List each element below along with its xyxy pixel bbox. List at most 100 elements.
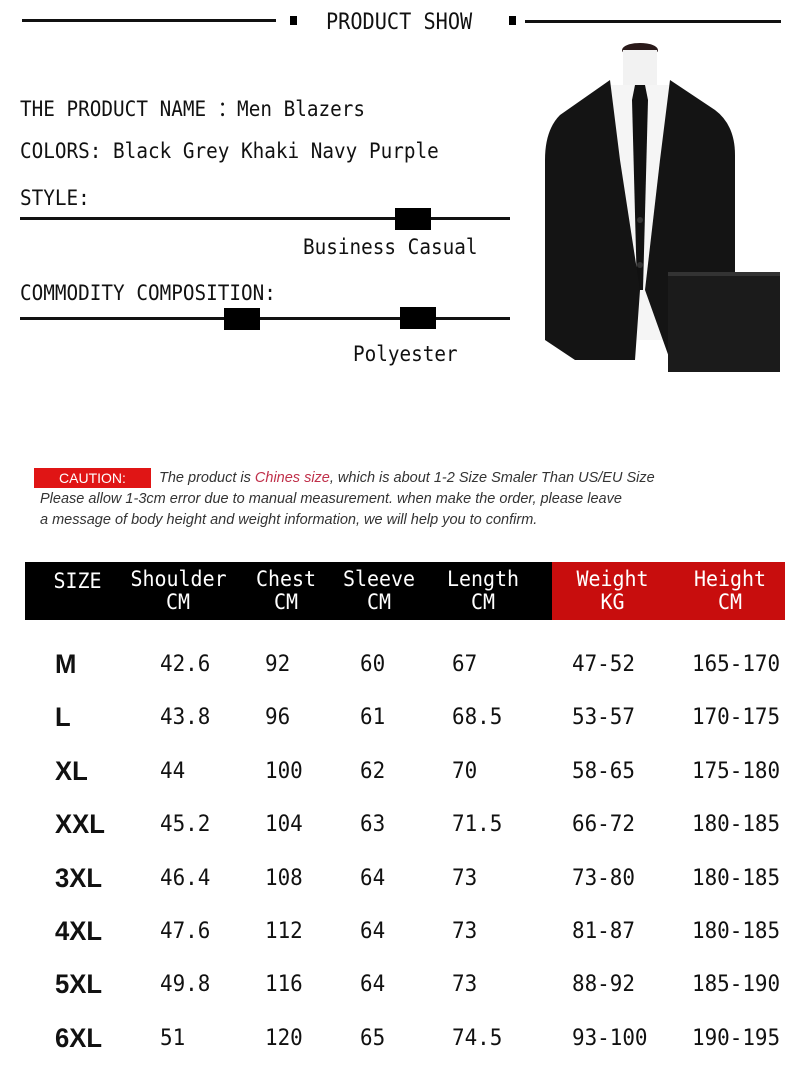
table-cell: 96 [265, 705, 291, 731]
table-cell: 64 [360, 919, 386, 944]
table-cell: 64 [360, 865, 386, 891]
table-cell: 108 [265, 865, 303, 891]
composition-scale-marker-1 [224, 308, 260, 330]
column-header-name: Sleeve [342, 567, 416, 591]
caution-text: The product is [159, 470, 255, 486]
table-cell: 88-92 [572, 972, 635, 998]
table-cell: 43.8 [160, 705, 211, 731]
column-header-unit: KG [600, 590, 625, 614]
column-header-weight: Weight KG [563, 568, 663, 614]
caution-line-2: Please allow 1-3cm error due to manual m… [40, 491, 622, 507]
table-cell: 74.5 [452, 1025, 503, 1051]
caution-line-3: a message of body height and weight info… [40, 512, 538, 528]
size-label: XXL [55, 809, 105, 840]
column-header-name: SIZE [53, 569, 102, 593]
table-cell: 42.6 [160, 652, 211, 677]
table-cell: 104 [265, 812, 303, 838]
table-cell: 44 [160, 758, 186, 784]
table-cell: 62 [360, 758, 386, 784]
suit-product-image [545, 43, 780, 372]
size-label: 5XL [55, 969, 103, 1000]
table-cell: 112 [265, 919, 303, 944]
page-title: PRODUCT SHOW [326, 10, 473, 35]
header-rule-left [22, 19, 276, 22]
table-cell: 53-57 [572, 705, 635, 731]
size-label: M [55, 649, 77, 679]
table-cell: 70 [452, 758, 478, 784]
column-header-unit: CM [717, 590, 743, 614]
style-scale-marker [395, 208, 431, 230]
table-cell: 71.5 [452, 812, 503, 838]
header-bullet-right [509, 16, 516, 25]
table-cell: 165-170 [692, 652, 781, 677]
style-value: Business Casual [303, 235, 478, 259]
column-header-length: Length CM [439, 568, 526, 614]
size-label: 6XL [55, 1022, 103, 1053]
composition-value: Polyester [353, 342, 458, 366]
table-row: XL 44 100 62 70 58-65 175-180 [0, 755, 800, 799]
table-cell: 180-185 [692, 919, 781, 944]
composition-label: COMMODITY COMPOSITION: [20, 281, 276, 305]
product-name: THE PRODUCT NAME ：Men Blazers [20, 97, 366, 121]
table-cell: 66-72 [572, 812, 635, 838]
caution-line-1: The product is Chines size, which is abo… [159, 470, 655, 486]
table-cell: 45.2 [160, 812, 211, 838]
composition-scale-line [20, 317, 510, 320]
table-cell: 100 [265, 758, 303, 784]
table-cell: 92 [265, 652, 291, 677]
table-cell: 116 [265, 972, 303, 998]
column-header-unit: CM [165, 590, 191, 614]
column-header-unit: CM [470, 590, 496, 614]
table-cell: 73 [452, 865, 478, 891]
table-cell: 61 [360, 705, 386, 731]
column-header-name: Height [693, 567, 767, 591]
table-row: XXL 45.2 104 63 71.5 66-72 180-185 [0, 809, 800, 852]
table-row: 6XL 51 120 65 74.5 93-100 190-195 [0, 1022, 800, 1066]
table-cell: 47.6 [160, 919, 211, 944]
size-label: 3XL [55, 862, 103, 893]
table-row: 4XL 47.6 112 64 73 81-87 180-185 [0, 916, 800, 959]
column-header-name: Weight [576, 567, 649, 591]
column-header-name: Chest [255, 567, 317, 591]
size-label: XL [55, 755, 88, 786]
column-header-size: SIZE [37, 570, 118, 593]
table-cell: 64 [360, 972, 386, 998]
column-header-unit: CM [273, 590, 299, 614]
table-cell: 65 [360, 1025, 386, 1051]
chinese-size-highlight: Chines size [254, 470, 330, 486]
table-cell: 81-87 [572, 919, 635, 944]
composition-scale-marker-2 [400, 307, 436, 329]
table-cell: 180-185 [692, 865, 781, 891]
table-cell: 170-175 [692, 705, 781, 731]
column-header-shoulder: Shoulder CM [130, 567, 227, 614]
caution-badge: CAUTION: [34, 468, 151, 488]
table-row: M 42.6 92 60 67 47-52 165-170 [0, 649, 800, 692]
style-label: STYLE: [20, 186, 90, 210]
column-header-name: Length [446, 567, 520, 591]
column-header-name: Shoulder [130, 567, 227, 591]
table-cell: 73 [452, 919, 478, 944]
table-cell: 120 [265, 1025, 303, 1051]
table-cell: 67 [452, 652, 478, 677]
table-cell: 175-180 [692, 758, 781, 784]
header-rule-right [525, 20, 781, 23]
table-cell: 73-80 [572, 865, 635, 891]
table-row: 3XL 46.4 108 64 73 73-80 180-185 [0, 862, 800, 906]
table-row: L 43.8 96 61 68.5 53-57 170-175 [0, 702, 800, 745]
size-label: L [55, 702, 71, 733]
table-cell: 60 [360, 652, 386, 677]
table-cell: 190-195 [692, 1025, 781, 1051]
table-cell: 46.4 [160, 865, 211, 891]
caution-text: , which is about 1-2 Size Smaler Than US… [329, 470, 655, 486]
table-cell: 68.5 [452, 705, 503, 731]
column-header-sleeve: Sleeve CM [337, 568, 421, 614]
table-cell: 185-190 [692, 972, 781, 998]
size-table-header-accent [552, 562, 785, 620]
column-header-height: Height CM [683, 568, 778, 614]
column-header-chest: Chest CM [252, 568, 320, 614]
product-colors: COLORS: Black Grey Khaki Navy Purple [20, 139, 439, 163]
table-cell: 73 [452, 972, 478, 998]
table-cell: 180-185 [692, 812, 781, 838]
table-cell: 58-65 [572, 758, 635, 784]
table-cell: 93-100 [572, 1025, 648, 1051]
